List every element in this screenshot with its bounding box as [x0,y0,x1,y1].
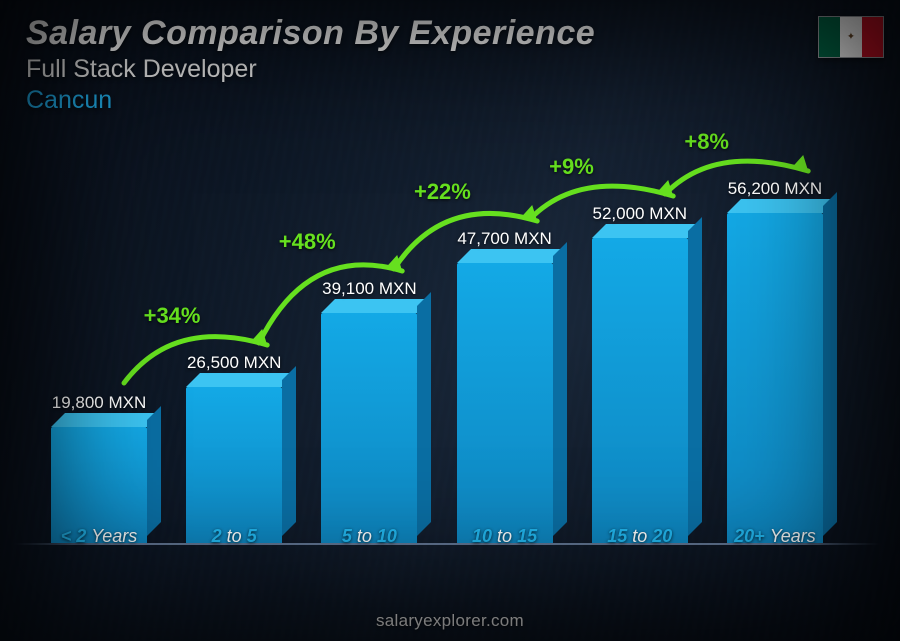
bar-side-face [147,406,161,536]
flag-stripe-left [819,17,840,57]
bar-side-face [417,292,431,536]
bar-value-label: 39,100 MXN [269,279,469,299]
chart-title: Salary Comparison By Experience [26,14,595,53]
bar: 39,100 MXN [321,313,417,543]
title-block: Salary Comparison By Experience Full Sta… [26,14,595,115]
bar-value-label: 52,000 MXN [540,204,740,224]
bar-value-label: 26,500 MXN [134,353,334,373]
bar-top-face [457,249,567,263]
growth-label: +8% [684,129,729,155]
bar: 47,700 MXN [457,263,553,543]
growth-label: +9% [549,154,594,180]
bar-side-face [823,192,837,536]
bar-value-label: 19,800 MXN [0,393,199,413]
bar-front-face [592,238,688,543]
bar-front-face [727,213,823,543]
growth-label: +48% [279,229,336,255]
chart-location: Cancun [26,86,595,115]
flag-stripe-right [862,17,883,57]
bar: 56,200 MXN [727,213,823,543]
bar-column: 26,500 MXN2 to 5 [175,387,293,543]
bar-front-face [321,313,417,543]
bar-column: 39,100 MXN5 to 10 [310,313,428,543]
growth-label: +22% [414,179,471,205]
bar-side-face [688,217,702,536]
bar-value-label: 47,700 MXN [405,229,605,249]
bar-chart: 19,800 MXN< 2 Years26,500 MXN2 to 539,10… [34,150,840,571]
x-category-label: 20+ Years [685,526,865,547]
bar-top-face [592,224,702,238]
flag-emblem-icon: ✦ [847,32,855,43]
bar-side-face [553,242,567,536]
bar-top-face [321,299,431,313]
bar-column: 56,200 MXN20+ Years [716,213,834,543]
bar-column: 52,000 MXN15 to 20 [581,238,699,543]
bar: 52,000 MXN [592,238,688,543]
country-flag-mexico-icon: ✦ [818,16,884,58]
bar-front-face [186,387,282,543]
bar-top-face [51,413,161,427]
footer-attribution: salaryexplorer.com [0,611,900,631]
bar-column: 19,800 MXN< 2 Years [40,427,158,543]
bar-value-label: 56,200 MXN [675,179,875,199]
chart-subtitle: Full Stack Developer [26,55,595,84]
bar-top-face [186,373,296,387]
bar-top-face [727,199,837,213]
bar-front-face [457,263,553,543]
chart-stage: Salary Comparison By Experience Full Sta… [0,0,900,641]
growth-label: +34% [144,303,201,329]
bar: 26,500 MXN [186,387,282,543]
bars-container: 19,800 MXN< 2 Years26,500 MXN2 to 539,10… [34,150,840,571]
bar-side-face [282,366,296,536]
bar-column: 47,700 MXN10 to 15 [446,263,564,543]
